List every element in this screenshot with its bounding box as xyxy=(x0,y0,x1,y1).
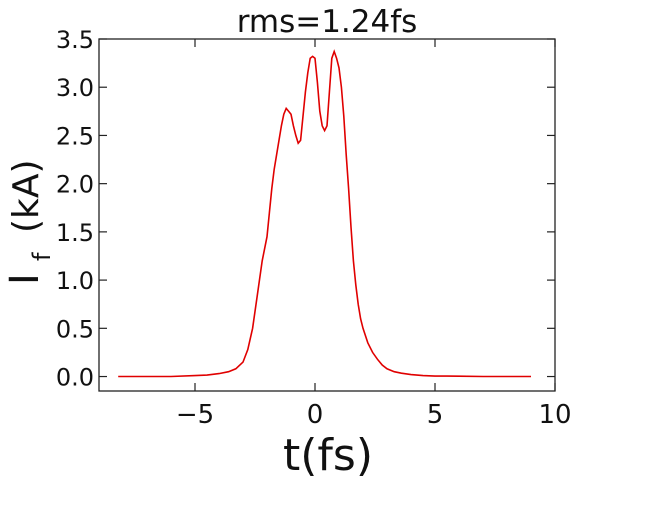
chart-title: rms=1.24fs xyxy=(237,4,418,40)
x-axis-ticks: −5 0 5 10 xyxy=(176,39,572,430)
y-tick-label: 1.5 xyxy=(56,219,94,247)
y-tick-label: 2.5 xyxy=(56,122,94,150)
x-tick-label: 0 xyxy=(307,400,324,430)
y-tick-label: 0.0 xyxy=(56,364,94,392)
y-tick-label: 1.0 xyxy=(56,267,94,295)
y-tick-label: 3.5 xyxy=(56,26,94,54)
y-tick-label: 0.5 xyxy=(56,315,94,343)
y-axis-label-unit: (kA) xyxy=(6,159,47,233)
plot-frame xyxy=(98,38,556,392)
y-tick-label: 3.0 xyxy=(56,74,94,102)
x-tick-label: −5 xyxy=(176,400,214,430)
y-tick-label: 2.0 xyxy=(56,171,94,199)
x-axis-label: t(fs) xyxy=(283,430,373,481)
y-axis-label: I f (kA) xyxy=(2,159,56,285)
x-tick-label: 5 xyxy=(427,400,444,430)
y-axis-label-subscript: f xyxy=(28,252,56,261)
y-axis-ticks: 0.0 0.5 1.0 1.5 2.0 2.5 3.0 3.5 xyxy=(56,26,555,392)
y-axis-label-main: I xyxy=(2,273,48,285)
x-tick-label: 10 xyxy=(538,400,571,430)
series-line xyxy=(118,49,531,378)
